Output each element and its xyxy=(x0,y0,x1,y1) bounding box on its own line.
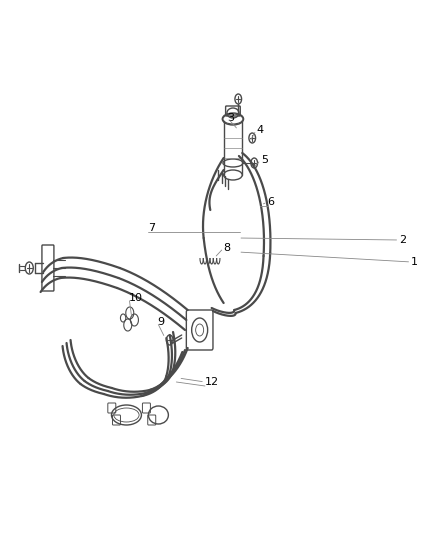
Text: 6: 6 xyxy=(268,197,275,207)
Text: 5: 5 xyxy=(261,155,268,165)
Text: 8: 8 xyxy=(224,243,231,253)
Text: 10: 10 xyxy=(129,293,143,303)
Text: 3: 3 xyxy=(228,113,235,123)
Text: 9: 9 xyxy=(157,317,164,327)
Text: 12: 12 xyxy=(205,377,219,387)
Text: 1: 1 xyxy=(411,257,418,267)
Text: 7: 7 xyxy=(148,223,155,233)
Text: 4: 4 xyxy=(256,125,263,135)
Text: 2: 2 xyxy=(399,235,406,245)
